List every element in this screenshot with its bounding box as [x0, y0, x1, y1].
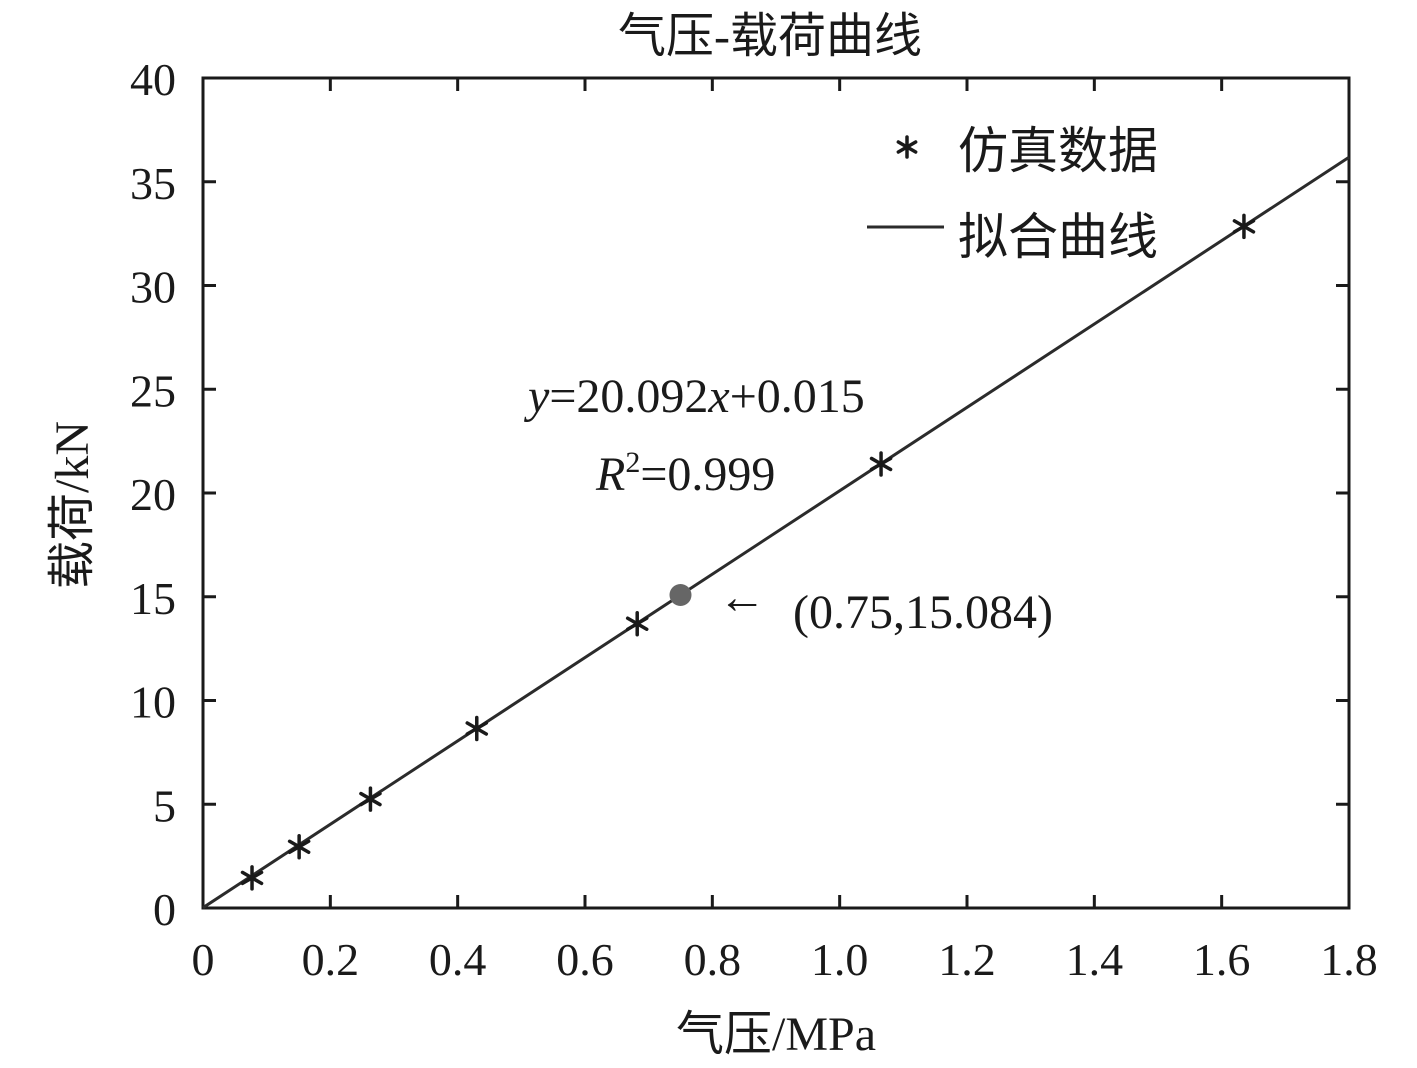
r-squared-value: =0.999: [640, 448, 775, 501]
highlight-point-label: (0.75,15.084): [793, 586, 1053, 639]
scatter-point: [359, 786, 382, 812]
y-tick-label: 10: [130, 677, 176, 728]
legend-asterisk: [896, 135, 918, 159]
fit-line-layer: [202, 155, 1350, 909]
highlight-point: [669, 584, 692, 607]
y-tick-label: 20: [130, 469, 176, 520]
fit-line: [202, 155, 1350, 909]
y-tick-label: 15: [130, 573, 176, 624]
y-tick-label: 5: [153, 780, 176, 831]
scatter-point: [287, 834, 311, 860]
x-tick-label: 1.8: [1320, 934, 1378, 985]
fit-equation-mid: =20.092: [549, 370, 708, 423]
y-tick-label: 40: [130, 54, 176, 105]
legend-asterisk-marker: [896, 135, 918, 159]
x-tick-label: 1.6: [1193, 934, 1251, 985]
y-axis-title: 载荷/kN: [46, 421, 99, 589]
x-tick-label: 1.2: [938, 934, 996, 985]
fit-equation-y: y: [523, 370, 550, 423]
scatter-point: [240, 865, 264, 891]
x-tick-label: 1.4: [1066, 934, 1124, 985]
scatter-point: [1232, 213, 1256, 240]
x-tick-label: 0.2: [302, 934, 360, 985]
fit-equation: y=20.092x+0.015: [523, 370, 865, 423]
fit-equation-x: x: [707, 370, 729, 423]
y-tick-label: 25: [130, 365, 176, 416]
fit-equation-tail: +0.015: [730, 370, 865, 423]
y-axis-ticks: 0 5 10 15 20 25 30 35 40: [130, 54, 1349, 935]
legend: 仿真数据 拟合曲线: [867, 123, 1158, 265]
legend-label-scatter: 仿真数据: [958, 123, 1158, 179]
r-squared: R2=0.999: [595, 446, 775, 501]
x-tick-label: 0.6: [556, 934, 614, 985]
r-squared-sup: 2: [625, 446, 640, 479]
chart-title: 气压-载荷曲线: [618, 10, 922, 63]
x-tick-label: 0.8: [684, 934, 742, 985]
scatter-layer: [240, 213, 1256, 891]
y-tick-label: 35: [130, 158, 176, 209]
plot-area-frame: [201, 76, 1351, 910]
r-squared-var: R: [595, 448, 625, 501]
scatter-point: [625, 610, 649, 637]
x-axis-title: 气压/MPa: [676, 1008, 876, 1061]
x-tick-label: 1.0: [811, 934, 869, 985]
x-tick-label: 0.4: [429, 934, 487, 985]
legend-label-line: 拟合曲线: [958, 209, 1158, 265]
y-tick-label: 0: [153, 884, 176, 935]
scatter-point: [465, 715, 489, 742]
scatter-point: [869, 451, 893, 477]
x-axis-ticks: 0 0.2 0.4 0.6 0.8 1.0 1.2 1.4 1.6 1.8: [192, 78, 1378, 985]
x-tick-label: 0: [192, 934, 215, 985]
y-tick-label: 30: [130, 262, 176, 313]
highlight-arrow: ←: [718, 571, 766, 624]
highlight-layer: [669, 584, 692, 607]
